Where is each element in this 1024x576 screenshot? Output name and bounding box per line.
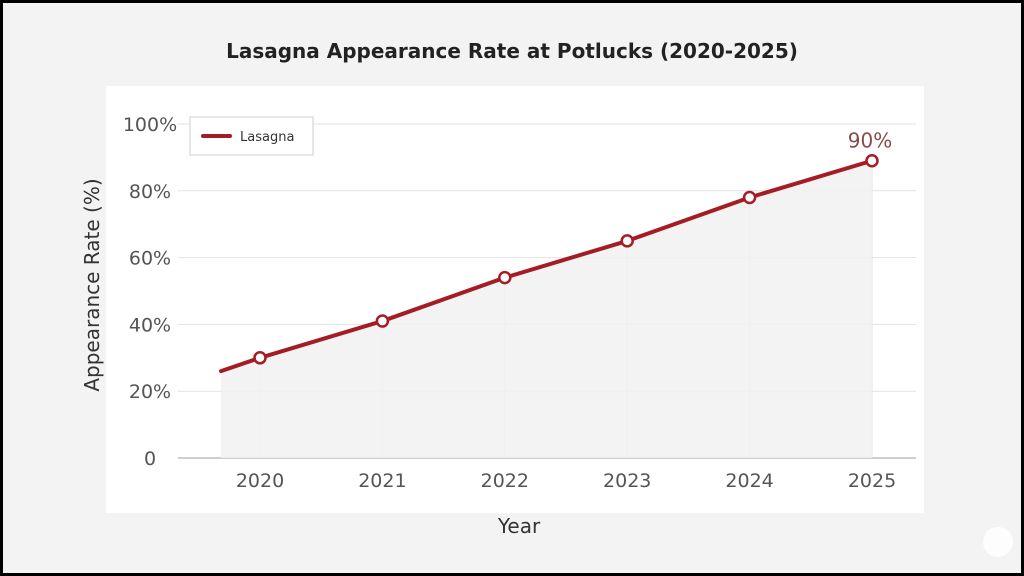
x-axis-label: Year xyxy=(497,514,541,538)
x-tick-label: 2024 xyxy=(725,470,773,492)
legend-label: Lasagna xyxy=(240,130,294,145)
data-point xyxy=(865,153,879,168)
data-label: 90% xyxy=(848,129,892,153)
x-tick-label: 2021 xyxy=(358,470,406,492)
y-axis-label: Appearance Rate (%) xyxy=(80,178,104,391)
data-point xyxy=(375,314,390,328)
x-tick-label: 2023 xyxy=(603,470,651,492)
data-point xyxy=(498,270,512,285)
y-tick-label: 40% xyxy=(129,314,171,336)
y-tick-label: 80% xyxy=(129,181,171,203)
data-point xyxy=(620,234,634,248)
x-tick-label: 2025 xyxy=(848,470,896,492)
ai-badge-icon xyxy=(983,527,1013,557)
series-area xyxy=(221,160,872,459)
legend: Lasagna xyxy=(189,116,314,156)
x-tick-label: 2020 xyxy=(236,470,284,492)
series-group xyxy=(219,153,879,374)
y-tick-label: 60% xyxy=(129,248,171,270)
annotations: 90% xyxy=(848,129,892,153)
x-tick-label: 2022 xyxy=(481,470,529,492)
data-point xyxy=(742,190,757,205)
y-tick-label: 20% xyxy=(129,381,171,403)
y-axis-ticks: 0 20% 40% 60% 80% 100% xyxy=(123,114,177,470)
y-tick-label: 0 xyxy=(144,448,156,470)
area-fill xyxy=(221,160,872,459)
x-axis-ticks: 2020 2021 2022 2023 2024 2025 xyxy=(236,470,896,492)
chart-title: Lasagna Appearance Rate at Potlucks (202… xyxy=(226,39,798,63)
y-tick-label: 100% xyxy=(123,114,177,136)
data-point xyxy=(253,351,267,365)
